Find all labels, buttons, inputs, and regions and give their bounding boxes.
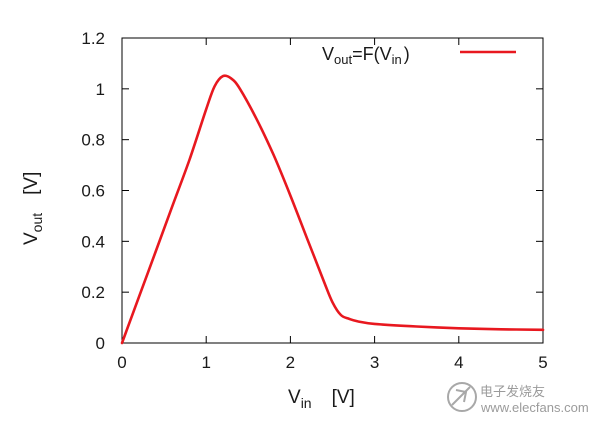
watermark-url: www.elecfans.com xyxy=(480,400,589,415)
y-tick-label: 1.2 xyxy=(81,29,105,48)
y-tick-label: 0 xyxy=(96,334,105,353)
x-tick-label: 3 xyxy=(370,353,379,372)
plot-frame xyxy=(121,37,544,344)
y-axis-ticks: 0 0.2 0.4 0.6 0.8 1 1.2 xyxy=(81,29,543,353)
legend: Vout=F(Vin) xyxy=(322,44,516,67)
x-tick-label: 0 xyxy=(117,353,126,372)
x-tick-label: 4 xyxy=(454,353,463,372)
watermark: 电子发烧友 www.elecfans.com xyxy=(447,382,589,415)
x-axis-label: Vin [V] xyxy=(288,387,355,411)
x-axis-ticks: 0 1 2 3 4 5 xyxy=(117,38,548,372)
y-tick-label: 0.6 xyxy=(81,182,105,201)
y-tick-label: 0.2 xyxy=(81,283,105,302)
x-tick-label: 1 xyxy=(201,353,210,372)
watermark-logo-icon xyxy=(447,382,477,412)
x-tick-label: 2 xyxy=(286,353,295,372)
y-tick-label: 0.4 xyxy=(81,232,105,251)
series-line-vout xyxy=(120,74,545,345)
watermark-site-name: 电子发烧友 xyxy=(480,384,545,399)
y-axis-label: Vout[V] xyxy=(21,172,45,245)
legend-label: Vout=F(Vin) xyxy=(322,44,410,67)
y-tick-label: 1 xyxy=(96,80,105,99)
y-tick-label: 0.8 xyxy=(81,131,105,150)
x-tick-label: 5 xyxy=(538,353,547,372)
